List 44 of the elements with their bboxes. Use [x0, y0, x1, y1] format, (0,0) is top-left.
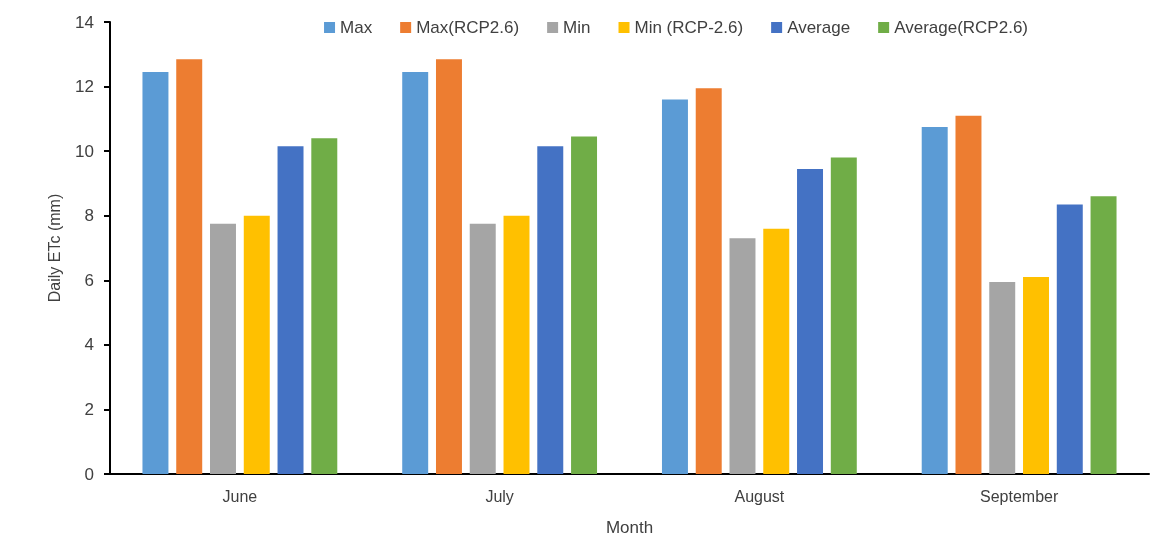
y-tick-label: 6: [84, 270, 94, 290]
bar: [1056, 204, 1083, 474]
x-tick-label: July: [485, 487, 514, 505]
bar: [1023, 277, 1049, 474]
y-tick-label: 4: [84, 335, 94, 355]
bar: [729, 238, 756, 474]
bar: [311, 138, 338, 474]
bar: [210, 223, 236, 474]
legend-label: Min: [563, 18, 591, 37]
bar: [763, 228, 790, 474]
y-axis-title: Daily ETc (mm): [45, 193, 63, 303]
legend-label: Average(RCP2.6): [894, 18, 1028, 37]
bar: [277, 146, 304, 474]
bar: [1090, 196, 1117, 474]
legend-label: Average: [787, 18, 851, 37]
x-tick-label: September: [979, 487, 1059, 505]
bar: [537, 146, 564, 474]
x-tick-label: August: [734, 487, 785, 505]
bar: [176, 59, 203, 474]
bar: [830, 157, 857, 474]
bar: [243, 215, 270, 474]
bar: [503, 215, 530, 474]
bar: [402, 72, 429, 474]
bar: [989, 281, 1016, 474]
bar: [695, 88, 722, 474]
x-tick-label: June: [222, 487, 258, 505]
bar: [571, 136, 598, 474]
y-tick-label: 12: [75, 77, 94, 97]
y-tick-label: 0: [84, 464, 94, 484]
y-tick-label: 14: [75, 12, 94, 32]
y-tick-label: 8: [84, 206, 94, 226]
x-axis-title: Month: [605, 518, 654, 537]
bar: [469, 223, 496, 474]
bar: [661, 99, 688, 474]
legend-label: Max(RCP2.6): [416, 18, 520, 37]
legend-label: Max: [340, 18, 373, 37]
bar: [797, 168, 824, 474]
bar: [955, 115, 982, 474]
y-tick-label: 2: [84, 399, 94, 419]
legend-label: Min (RCP-2.6): [634, 18, 744, 37]
bar: [435, 59, 462, 474]
bar: [921, 126, 948, 474]
y-tick-label: 10: [75, 141, 94, 161]
bar: [142, 72, 169, 474]
